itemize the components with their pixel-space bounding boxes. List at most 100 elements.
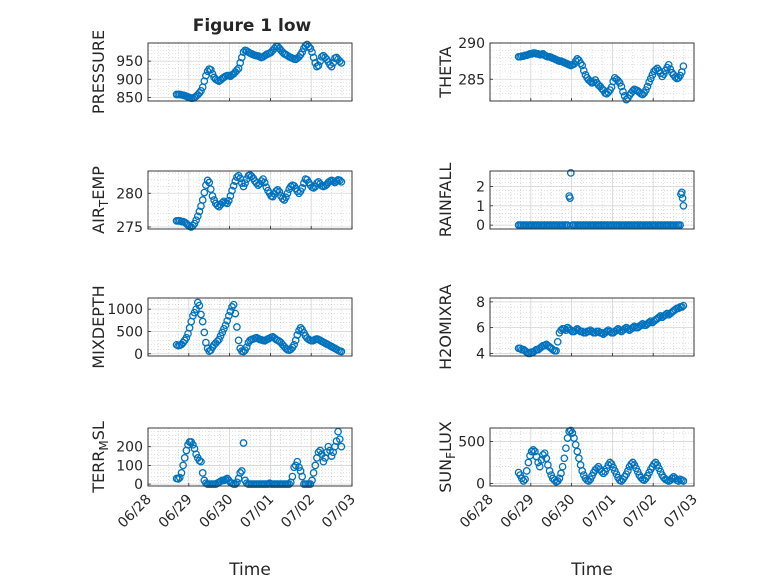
pressure-axes-box (147, 42, 353, 102)
sun-flux-data-point (529, 446, 538, 454)
h2omixra-axes-box (489, 297, 695, 357)
mixdepth-data-point (224, 311, 233, 320)
air-temp-data-point (224, 196, 233, 205)
terr-msl-data-point (189, 440, 197, 449)
mixdepth-data-point (229, 300, 238, 309)
terr-msl-data-point (285, 480, 294, 488)
air-temp-data-point (192, 216, 200, 225)
subplot-air-temp: 275 280 AIRTEMP (89, 166, 353, 236)
sun-flux-data-point (521, 475, 529, 484)
sun-flux-data-point (627, 460, 636, 468)
h2omixra-data-point (624, 325, 632, 333)
sun-flux-data-point (650, 460, 658, 468)
terr-msl-data-point (327, 452, 336, 460)
air-temp-data-point (282, 193, 290, 202)
terr-msl-ytick-label: 0 (134, 477, 143, 493)
terr-msl-data-point (337, 442, 346, 451)
pressure-data-point (208, 69, 217, 78)
h2omixra-data-point (540, 341, 549, 350)
h2omixra-data-point (548, 345, 557, 354)
h2omixra-data-point (661, 310, 670, 319)
mixdepth-axes-box (147, 297, 353, 357)
pressure-ytick-label: 900 (116, 72, 143, 88)
air-temp-data-point (229, 181, 238, 190)
air-temp-ylabel: AIRTEMP (89, 166, 111, 234)
pressure-series (172, 40, 346, 102)
pressure-data-point (327, 62, 336, 71)
air-temp-data-point (252, 179, 261, 187)
air-temp-data-point (241, 179, 249, 187)
theta-ytick-label: 285 (458, 72, 485, 88)
sun-flux-data-point (519, 477, 528, 485)
sun-flux-data-point (524, 458, 533, 467)
air-temp-series (172, 171, 346, 231)
rainfall-data-point (566, 169, 575, 177)
pressure-ylabel: PRESSURE (89, 30, 108, 114)
pressure-data-point (298, 48, 307, 56)
pressure-data-point (197, 86, 205, 95)
terr-msl-xtick-label: 07/01 (237, 492, 277, 532)
sun-flux-data-point (624, 467, 632, 475)
theta-axes-box (489, 42, 695, 102)
h2omixra-data-point (645, 318, 653, 327)
air-temp-data-point (286, 182, 295, 191)
h2omixra-data-point (679, 301, 688, 310)
terr-msl-data-point (239, 439, 248, 447)
sun-flux-data-point (558, 462, 567, 471)
air-temp-data-point (298, 184, 307, 192)
terr-msl-data-point (175, 473, 184, 482)
terr-msl-data-point (237, 467, 246, 475)
mixdepth-data-point (221, 321, 230, 330)
theta-ytick-label: 290 (458, 36, 485, 52)
sun-flux-ytick-label: 0 (476, 476, 485, 492)
theta-data-point (651, 65, 660, 74)
air-temp-data-point (295, 189, 303, 198)
terr-msl-data-point (311, 461, 320, 470)
sun-flux-data-point (562, 444, 570, 453)
theta-data-point (646, 74, 655, 83)
sun-flux-data-point (560, 454, 569, 463)
rainfall-data-point (676, 221, 684, 229)
mixdepth-data-point (223, 316, 232, 325)
terr-msl-series (172, 427, 346, 488)
sun-flux-data-point (578, 467, 587, 475)
mixdepth-data-point (198, 317, 207, 326)
air-temp-data-point (198, 196, 207, 204)
terr-msl-data-point (290, 463, 298, 472)
theta-data-point (617, 82, 626, 91)
h2omixra-ytick-label: 4 (476, 346, 485, 362)
terr-msl-data-point (198, 469, 207, 477)
theta-series (514, 49, 688, 104)
air-temp-data-point (332, 177, 341, 185)
theta-data-point (615, 79, 624, 87)
sun-flux-data-point (674, 477, 683, 485)
theta-data-point (679, 62, 688, 71)
air-temp-data-point (260, 178, 269, 187)
terr-msl-data-point (179, 461, 187, 470)
sun-flux-data-point (550, 476, 559, 484)
sun-flux-data-point (679, 477, 688, 485)
air-temp-data-point (335, 176, 344, 185)
h2omixra-data-point (615, 326, 624, 335)
terr-msl-data-point (197, 457, 205, 466)
mixdepth-data-point (228, 303, 236, 311)
mixdepth-data-point (242, 343, 251, 351)
air-temp-data-point (218, 198, 227, 207)
sun-flux-xtick-label: 07/03 (661, 492, 701, 532)
terr-msl-data-point (233, 478, 241, 487)
air-temp-data-point (272, 187, 280, 196)
terr-msl-xlabel: Time (228, 560, 271, 580)
rainfall-series (514, 169, 688, 229)
terr-msl-xtick-label: 06/29 (156, 492, 196, 532)
h2omixra-data-point (646, 317, 655, 326)
theta-data-point (676, 71, 684, 80)
sun-flux-xtick-label: 07/01 (579, 492, 619, 532)
mixdepth-data-point (200, 328, 209, 337)
terr-msl-data-point (335, 435, 344, 444)
terr-msl-data-point (306, 480, 315, 488)
mixdepth-data-point (234, 336, 243, 345)
theta-data-point (642, 86, 650, 94)
